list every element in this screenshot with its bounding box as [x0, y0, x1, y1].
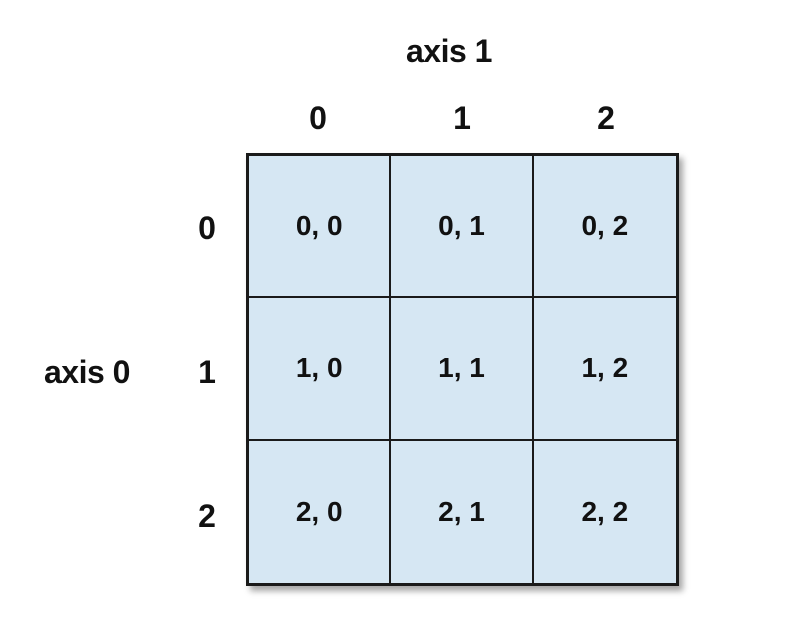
row-index-1: 1 [198, 354, 216, 390]
cell-2-1: 2, 1 [391, 440, 534, 583]
cell-0-0: 0, 0 [249, 156, 392, 299]
cell-1-2: 1, 2 [533, 298, 676, 441]
column-index-0: 0 [309, 100, 327, 136]
axis-0-title: axis 0 [44, 354, 130, 390]
row-index-0: 0 [198, 210, 216, 246]
cell-0-1: 0, 1 [391, 156, 534, 299]
row-index-2: 2 [198, 498, 216, 534]
cell-1-1: 1, 1 [391, 298, 534, 441]
cell-2-2: 2, 2 [533, 440, 676, 583]
axis-1-title: axis 1 [406, 33, 492, 69]
cell-1-0: 1, 0 [249, 298, 392, 441]
column-index-2: 2 [597, 100, 615, 136]
cell-0-2: 0, 2 [533, 156, 676, 299]
array-grid: 0, 0 0, 1 0, 2 1, 0 1, 1 1, 2 2, 0 2, 1 … [246, 153, 679, 586]
cell-2-0: 2, 0 [249, 440, 392, 583]
column-index-1: 1 [453, 100, 471, 136]
